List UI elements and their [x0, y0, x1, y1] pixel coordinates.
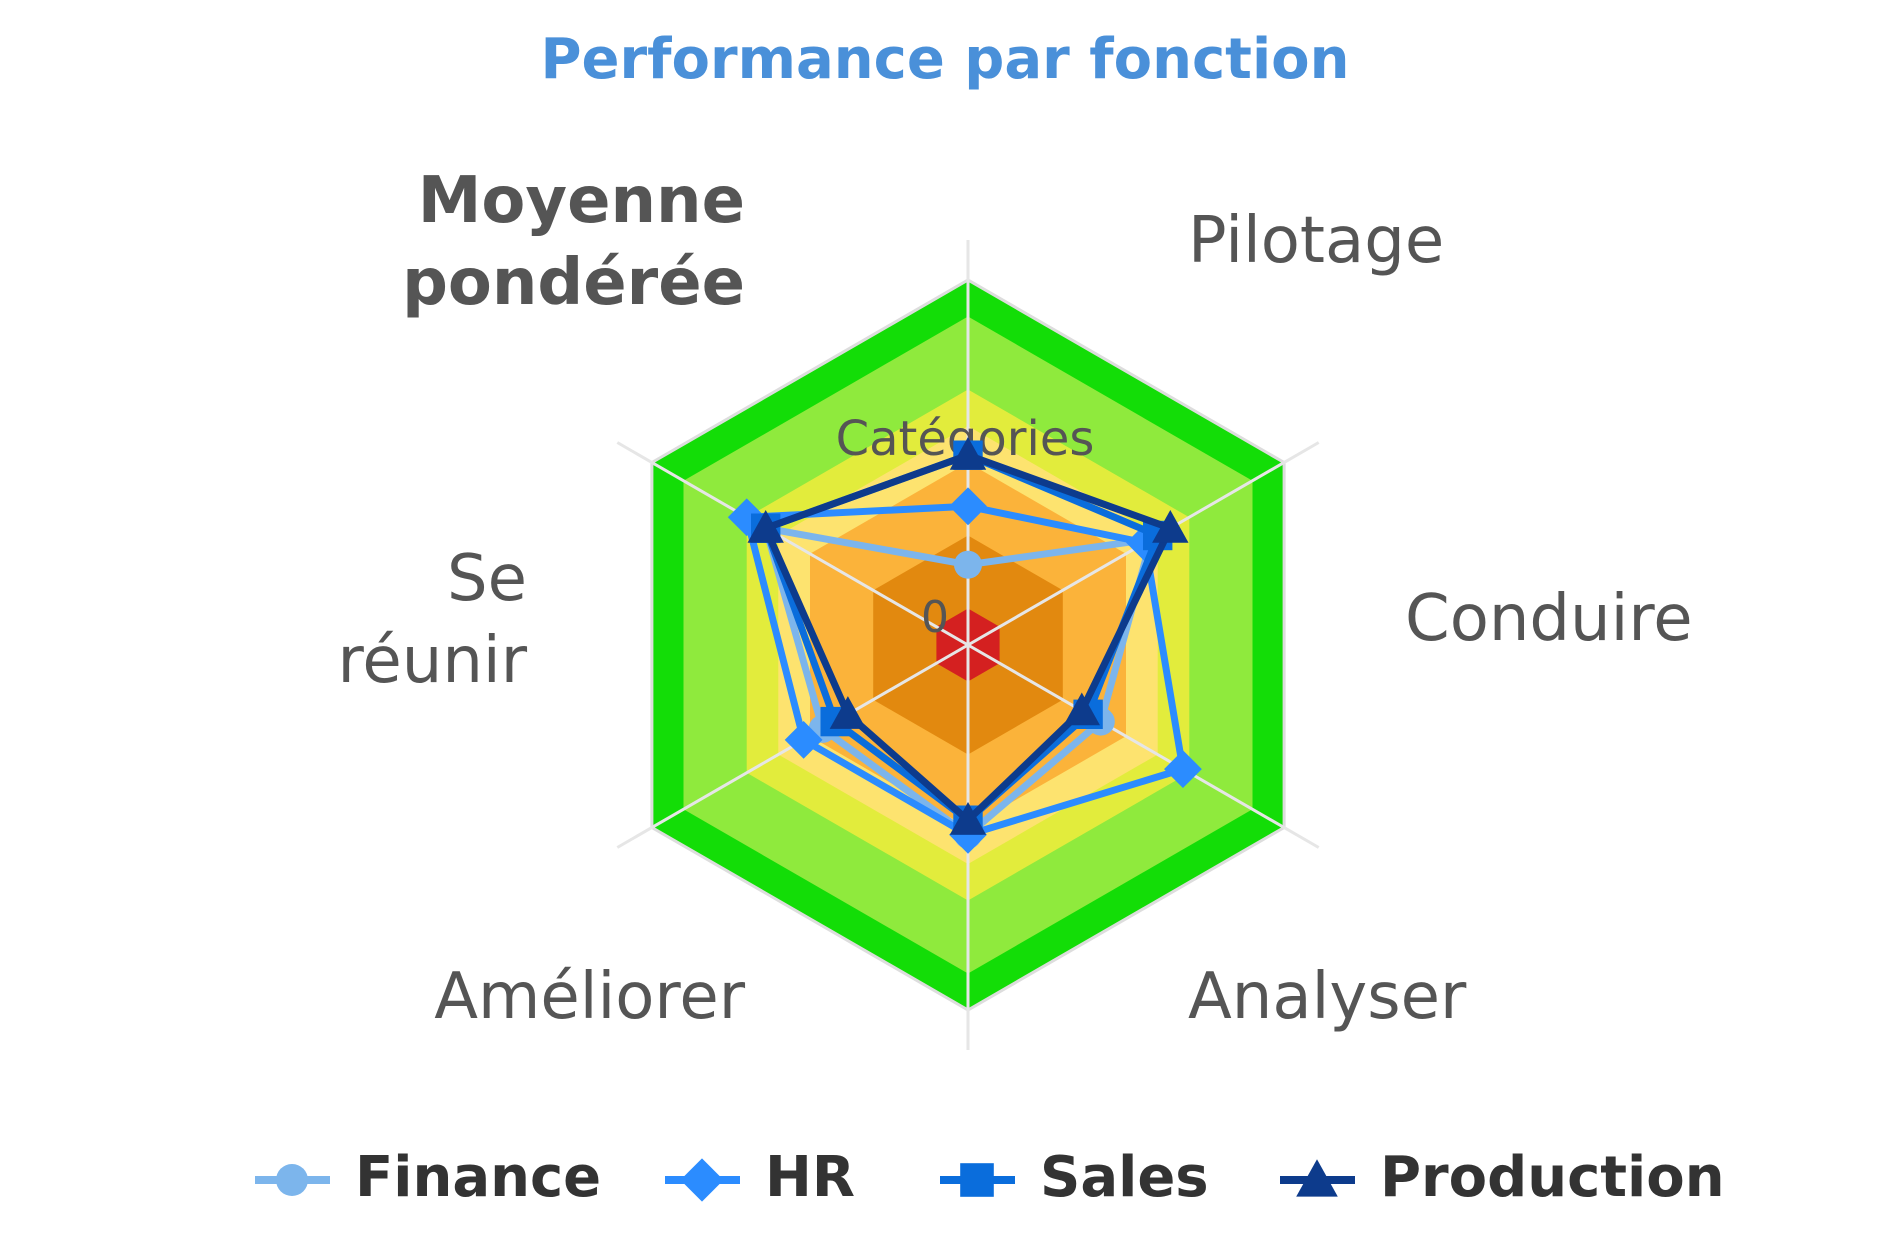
legend-marker-sales: [960, 1163, 994, 1197]
axis-labels: Moyenne pondérée Pilotage Conduire Analyser A…: [338, 164, 1693, 1034]
legend-label-hr: HR: [765, 1145, 855, 1210]
legend-marker-finance: [276, 1164, 308, 1196]
chart-title: Performance par fonction: [541, 27, 1350, 92]
zero-tick-label: 0: [921, 592, 949, 643]
axis-label-3-0: Analyser: [1188, 960, 1467, 1034]
point-hr-3: [1164, 750, 1202, 788]
legend-label-production: Production: [1380, 1145, 1725, 1210]
point-production-0: [747, 510, 784, 543]
point-production-3: [1063, 692, 1100, 726]
legend-marker-hr: [680, 1158, 724, 1202]
legend-label-finance: Finance: [355, 1145, 601, 1210]
point-production-2: [1152, 510, 1189, 543]
legend-marker-production: [1296, 1159, 1338, 1197]
axis-label-2-0: Conduire: [1405, 582, 1693, 656]
legend-item-sales: Sales: [940, 1145, 1209, 1210]
axis-label-0-1: pondérée: [402, 246, 745, 320]
axis-label-0-0: Moyenne: [418, 164, 745, 238]
legend: Finance HR Sales Production: [255, 1145, 1725, 1210]
axis-label-5-1: réunir: [338, 624, 528, 698]
point-finance-1: [954, 550, 982, 579]
series-layer: [727, 437, 1202, 854]
point-hr-5: [784, 721, 823, 759]
legend-label-sales: Sales: [1040, 1145, 1209, 1210]
point-production-4: [949, 802, 987, 835]
point-hr-1: [949, 487, 987, 526]
spoke-3: [967, 643, 1320, 849]
legend-item-production: Production: [1280, 1145, 1725, 1210]
point-production-1: [949, 437, 987, 470]
axis-label-4-0: Améliorer: [434, 960, 746, 1034]
point-production-5: [829, 696, 867, 729]
spoke-0: [616, 441, 969, 647]
series-production: [747, 437, 1189, 835]
axis-label-1-0: Pilotage: [1188, 204, 1444, 278]
axis-label-5-0: Se: [447, 542, 527, 616]
legend-item-finance: Finance: [255, 1145, 601, 1210]
legend-item-hr: HR: [665, 1145, 855, 1210]
